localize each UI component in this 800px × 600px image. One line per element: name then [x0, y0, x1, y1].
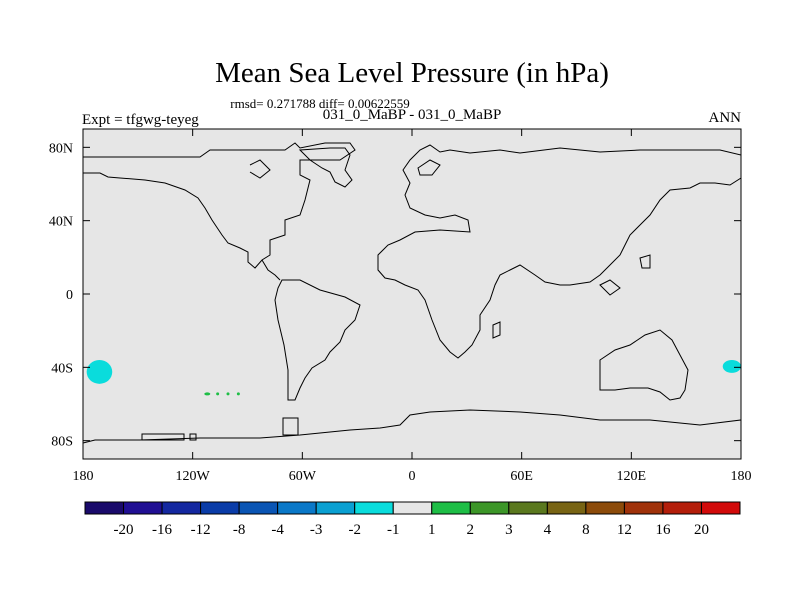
- southern-ocean-dots-0: [204, 392, 211, 396]
- colorbar-label: 2: [467, 522, 475, 538]
- anomaly-layer: [86, 360, 741, 396]
- colorbar-swatch: [700, 501, 741, 515]
- colorbar-label: 3: [505, 522, 513, 538]
- x-tick-label: 120W: [176, 469, 211, 484]
- colorbar-swatch: [623, 501, 664, 515]
- colorbar-label: 16: [655, 522, 671, 538]
- colorbar-swatch: [469, 501, 510, 515]
- x-tick-label: 0: [409, 469, 416, 484]
- colorbar-swatch: [161, 501, 202, 515]
- chart-title: Mean Sea Level Pressure (in hPa): [215, 57, 609, 89]
- colorbar-label: -20: [114, 522, 134, 538]
- colorbar-swatch: [585, 501, 625, 515]
- colorbar-label: -16: [152, 522, 172, 538]
- colorbar-swatch: [662, 501, 702, 515]
- colorbar-label: -12: [191, 522, 211, 538]
- colorbar-swatch: [431, 501, 471, 515]
- colorbar-swatch: [315, 501, 356, 515]
- southern-ocean-dots-1: [216, 392, 220, 396]
- south-pacific-anomaly: [86, 360, 113, 384]
- x-tick-label: 120E: [617, 469, 647, 484]
- coastlines: [82, 142, 742, 444]
- y-tick-label: 40N: [49, 215, 73, 230]
- colorbar: -20 -16 -12 -8 -4 -3 -2 -1 1 2 3 4 8 12 16 20: [84, 501, 741, 538]
- x-tick-label: 60W: [289, 469, 317, 484]
- x-tick-label: 180: [731, 469, 752, 484]
- x-tick-label: 180: [73, 469, 94, 484]
- colorbar-label: 4: [544, 522, 552, 538]
- experiment-label: Expt = tfgwg-teyeg: [82, 112, 199, 128]
- y-tick-label: 80S: [51, 435, 73, 450]
- x-tick-label: 60E: [510, 469, 533, 484]
- x-axis: 180 120W 60W 0 60E 120E 180: [73, 129, 752, 484]
- colorbar-swatch: [277, 501, 317, 515]
- comparison-label: 031_0_MaBP - 031_0_MaBP: [323, 107, 502, 123]
- colorbar-swatch: [392, 501, 433, 515]
- southern-ocean-dots-3: [236, 392, 240, 396]
- colorbar-swatch: [238, 501, 279, 515]
- colorbar-label: -1: [387, 522, 400, 538]
- colorbar-swatch: [200, 501, 240, 515]
- season-label: ANN: [709, 110, 742, 126]
- colorbar-swatch: [546, 501, 587, 515]
- colorbar-label: -2: [348, 522, 361, 538]
- colorbar-label: -4: [271, 522, 284, 538]
- y-tick-label: 80N: [49, 141, 73, 156]
- colorbar-label: -8: [233, 522, 246, 538]
- stats-label: rmsd= 0.271788 diff= 0.00622559: [230, 96, 409, 111]
- y-tick-label: 0: [66, 288, 73, 303]
- colorbar-swatch: [84, 501, 125, 515]
- colorbar-label: 8: [582, 522, 590, 538]
- colorbar-swatch: [354, 501, 394, 515]
- y-tick-label: 40S: [51, 361, 73, 376]
- colorbar-label: 1: [428, 522, 436, 538]
- map-background: [83, 129, 741, 459]
- colorbar-label: 12: [617, 522, 632, 538]
- y-axis: 80N 40N 0 40S 80S: [49, 141, 741, 450]
- colorbar-swatch: [508, 501, 548, 515]
- colorbar-swatch: [123, 501, 163, 515]
- east-edge-anomaly: [722, 360, 741, 373]
- southern-ocean-dots-2: [226, 392, 230, 396]
- colorbar-label: -3: [310, 522, 323, 538]
- colorbar-label: 20: [694, 522, 709, 538]
